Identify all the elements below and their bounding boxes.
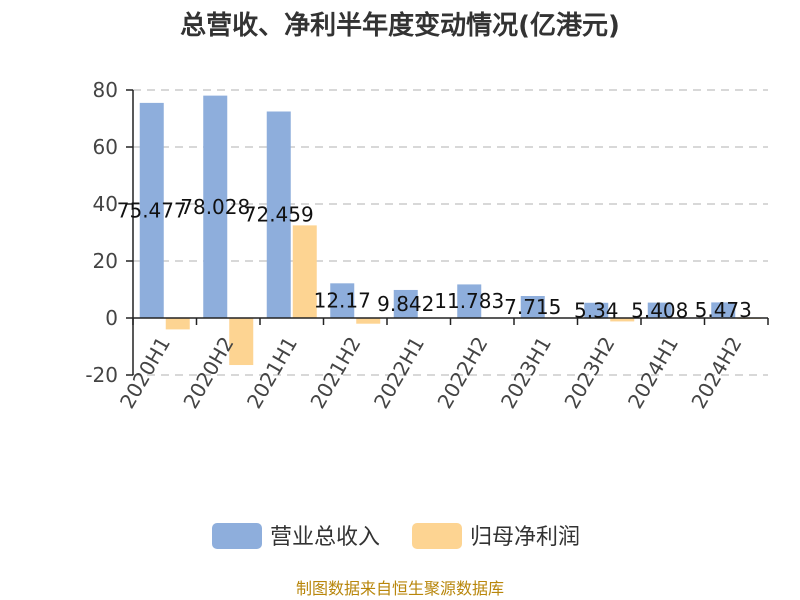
data-label: 7.715: [504, 295, 561, 319]
bar-revenue: [457, 284, 482, 318]
bar-revenue: [203, 95, 228, 318]
bar-revenue: [584, 302, 609, 318]
chart-title: 总营收、净利半年度变动情况(亿港元): [180, 10, 620, 41]
x-tick-label: 2021H2: [305, 333, 365, 413]
data-label: 72.459: [244, 203, 314, 227]
x-tick-label: 2022H1: [369, 333, 429, 413]
legend-label: 归母净利润: [470, 525, 580, 550]
bar-revenue: [711, 302, 736, 318]
legend: 营业总收入 归母净利润: [212, 523, 580, 550]
y-tick-labels: -20 0 20 40 60 80: [85, 78, 118, 387]
x-tick-label: 2022H2: [432, 333, 492, 413]
legend-label: 营业总收入: [270, 525, 380, 550]
bar-revenue: [139, 102, 164, 318]
x-tick-label: 2023H2: [559, 333, 619, 413]
bar-revenue: [266, 111, 291, 318]
y-tick-label: 20: [93, 249, 118, 273]
x-tick-label: 2020H1: [115, 333, 175, 413]
bar-net-profit: [356, 318, 381, 324]
data-label: 5.408: [631, 298, 688, 322]
data-label: 78.028: [180, 195, 250, 219]
x-tick-label: 2024H1: [623, 333, 683, 413]
bar-revenue: [520, 296, 545, 318]
data-label: 5.34: [574, 298, 619, 322]
bar-net-profit: [229, 318, 254, 366]
data-label: 12.17: [314, 289, 371, 313]
data-label: 11.783: [434, 289, 504, 313]
x-tick-label: 2024H2: [686, 333, 746, 413]
grid-lines: [133, 89, 768, 376]
bar-revenue: [393, 289, 418, 318]
x-tick-labels: 2020H1 2020H2 2021H1 2021H2 2022H1 2022H2 2023…: [115, 333, 747, 413]
axes: [126, 89, 769, 376]
legend-swatch: [212, 523, 262, 549]
bar-revenue: [647, 302, 672, 318]
bar-net-profit: [165, 318, 190, 330]
bar-net-profit: [610, 318, 635, 322]
data-label: 5.473: [695, 298, 752, 322]
legend-swatch: [412, 523, 462, 549]
x-tick-label: 2020H2: [178, 333, 238, 413]
y-tick-label: 0: [105, 306, 118, 330]
bar-revenue: [330, 283, 355, 318]
y-tick-label: 40: [93, 192, 118, 216]
y-tick-label: 80: [93, 78, 118, 102]
bars: [139, 95, 762, 366]
bar-net-profit: [292, 225, 317, 318]
y-tick-label: -20: [85, 363, 118, 387]
source-note: 制图数据来自恒生聚源数据库: [296, 579, 504, 598]
y-tick-label: 60: [93, 135, 118, 159]
data-label: 75.477: [117, 198, 187, 222]
x-tick-label: 2023H1: [496, 333, 556, 413]
data-label: 9.842: [377, 292, 434, 316]
